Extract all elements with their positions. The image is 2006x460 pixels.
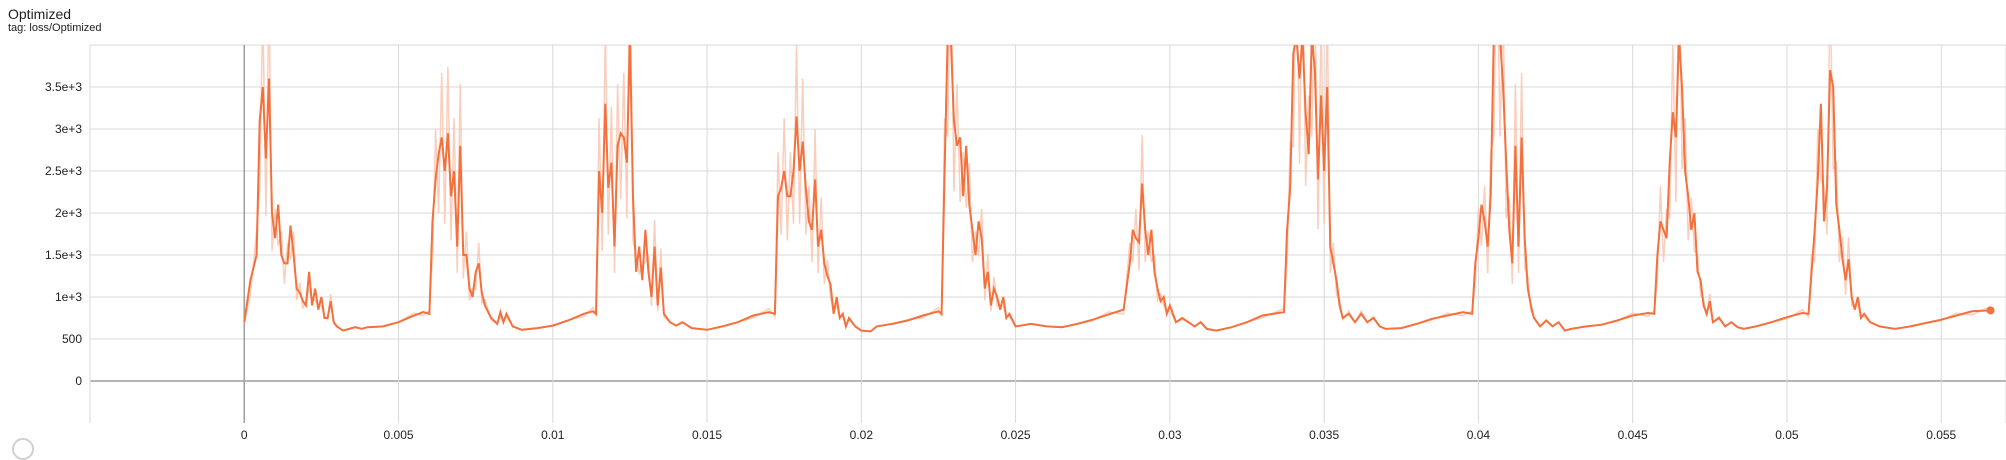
y-tick-label: 2.5e+3 [45,164,82,178]
y-tick-label: 500 [62,332,82,346]
x-tick-label: 0.035 [1309,428,1339,442]
line-chart[interactable]: 0 500 1e+3 1.5e+3 2e+3 2.5e+3 3e+3 3.5e+3 0 0.00… [0,0,2006,448]
x-tick-label: 0.01 [541,428,565,442]
y-tick-label: 2e+3 [55,206,82,220]
x-tick-label: 0 [241,428,248,442]
expand-icon[interactable] [12,438,34,460]
y-tick-label: 0 [75,374,82,388]
x-tick-label: 0.055 [1926,428,1956,442]
x-tick-label: 0.03 [1158,428,1182,442]
series-end-point[interactable] [1986,306,1995,315]
x-tick-label: 0.05 [1775,428,1799,442]
smoothed-series-line[interactable] [243,37,1991,333]
y-tick-label: 1e+3 [55,290,82,304]
x-tick-label: 0.04 [1467,428,1491,442]
y-tick-label: 3.5e+3 [45,80,82,94]
chart-series [243,37,1991,333]
raw-series-line [243,45,1991,333]
x-tick-label: 0.025 [1001,428,1031,442]
chart-title: Optimized [8,6,72,22]
y-tick-label: 3e+3 [55,122,82,136]
x-tick-label: 0.02 [850,428,874,442]
y-tick-label: 1.5e+3 [45,248,82,262]
x-tick-label: 0.005 [384,428,414,442]
chart-grid [90,44,2006,423]
x-tick-label: 0.015 [692,428,722,442]
chart-tag: tag: loss/Optimized [8,22,102,34]
y-axis-ticks: 0 500 1e+3 1.5e+3 2e+3 2.5e+3 3e+3 3.5e+3 [45,80,82,388]
x-tick-label: 0.045 [1618,428,1648,442]
x-axis-ticks: 0 0.005 0.01 0.015 0.02 0.025 0.03 0.035 0.04 0.0… [241,428,1957,442]
